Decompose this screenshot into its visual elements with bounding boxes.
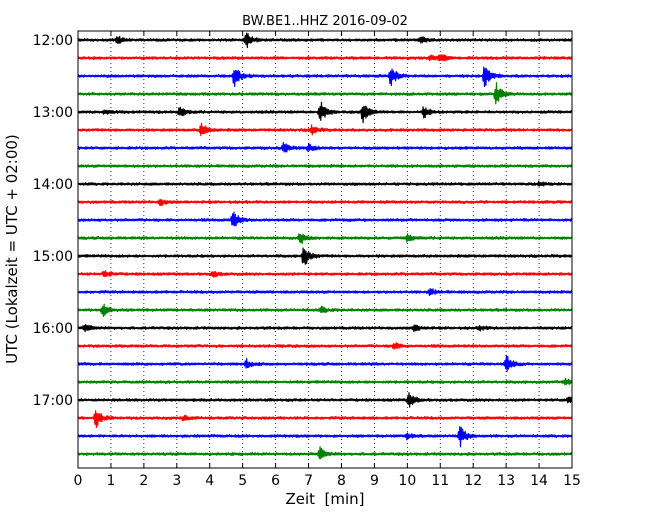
seismogram-trace bbox=[77, 410, 573, 429]
y-tick-label: 14:00 bbox=[33, 177, 73, 193]
x-tick-label: 0 bbox=[74, 473, 83, 489]
y-axis-ticks: 12:00 13:00 14:00 15:00 16:00 17:00 bbox=[33, 33, 572, 409]
seismogram-trace bbox=[77, 354, 573, 373]
x-tick-label: 5 bbox=[238, 473, 247, 489]
seismogram-trace bbox=[77, 425, 573, 448]
plot-frame bbox=[77, 30, 573, 469]
seismogram-trace bbox=[77, 392, 573, 408]
x-tick-label: 7 bbox=[304, 473, 313, 489]
y-axis-label: UTC (Lokalzeit = UTC + 02:00) bbox=[3, 134, 21, 364]
x-tick-label: 4 bbox=[205, 473, 214, 489]
seismogram-trace bbox=[77, 141, 573, 153]
y-tick-label: 16:00 bbox=[33, 321, 73, 337]
seismogram-trace bbox=[77, 377, 573, 386]
x-tick-label: 10 bbox=[398, 473, 416, 489]
x-tick-label: 3 bbox=[172, 473, 181, 489]
seismogram-trace bbox=[77, 101, 573, 124]
x-tick-label: 11 bbox=[431, 473, 449, 489]
trace-group bbox=[77, 32, 573, 460]
seismogram-trace bbox=[77, 303, 573, 317]
x-tick-label: 8 bbox=[337, 473, 346, 489]
x-tick-label: 13 bbox=[497, 473, 515, 489]
seismogram-trace bbox=[77, 163, 573, 169]
seismogram-trace bbox=[77, 342, 573, 350]
seismogram-trace bbox=[77, 199, 573, 207]
seismogram-trace bbox=[77, 122, 573, 137]
chart-title: BW.BE1..HHZ 2016-09-02 bbox=[242, 14, 408, 29]
seismogram-trace bbox=[77, 446, 573, 460]
seismogram-trace bbox=[77, 180, 573, 187]
x-axis-ticks: 0 1 2 3 4 5 6 7 8 9 10 11 12 13 14 15 bbox=[74, 31, 581, 489]
seismogram-trace bbox=[77, 32, 573, 49]
x-tick-label: 15 bbox=[563, 473, 581, 489]
x-tick-label: 1 bbox=[106, 473, 115, 489]
x-tick-label: 6 bbox=[271, 473, 280, 489]
y-tick-label: 13:00 bbox=[33, 105, 73, 121]
seismogram-trace bbox=[77, 270, 573, 278]
seismogram-trace bbox=[77, 66, 573, 88]
x-axis-label: Zeit [min] bbox=[285, 490, 364, 508]
x-tick-label: 14 bbox=[530, 473, 548, 489]
seismogram-trace bbox=[77, 247, 573, 265]
x-tick-label: 12 bbox=[464, 473, 482, 489]
y-tick-label: 15:00 bbox=[33, 249, 73, 265]
seismogram-trace bbox=[77, 211, 573, 227]
x-tick-label: 2 bbox=[139, 473, 148, 489]
seismogram-trace bbox=[77, 287, 573, 297]
seismogram-trace bbox=[77, 54, 573, 62]
vertical-grid bbox=[110, 31, 540, 468]
seismogram-trace bbox=[77, 82, 573, 105]
seismogram-trace bbox=[77, 324, 573, 333]
x-tick-label: 9 bbox=[370, 473, 379, 489]
seismogram-trace bbox=[77, 233, 573, 244]
y-tick-label: 12:00 bbox=[33, 33, 73, 49]
y-tick-label: 17:00 bbox=[33, 393, 73, 409]
